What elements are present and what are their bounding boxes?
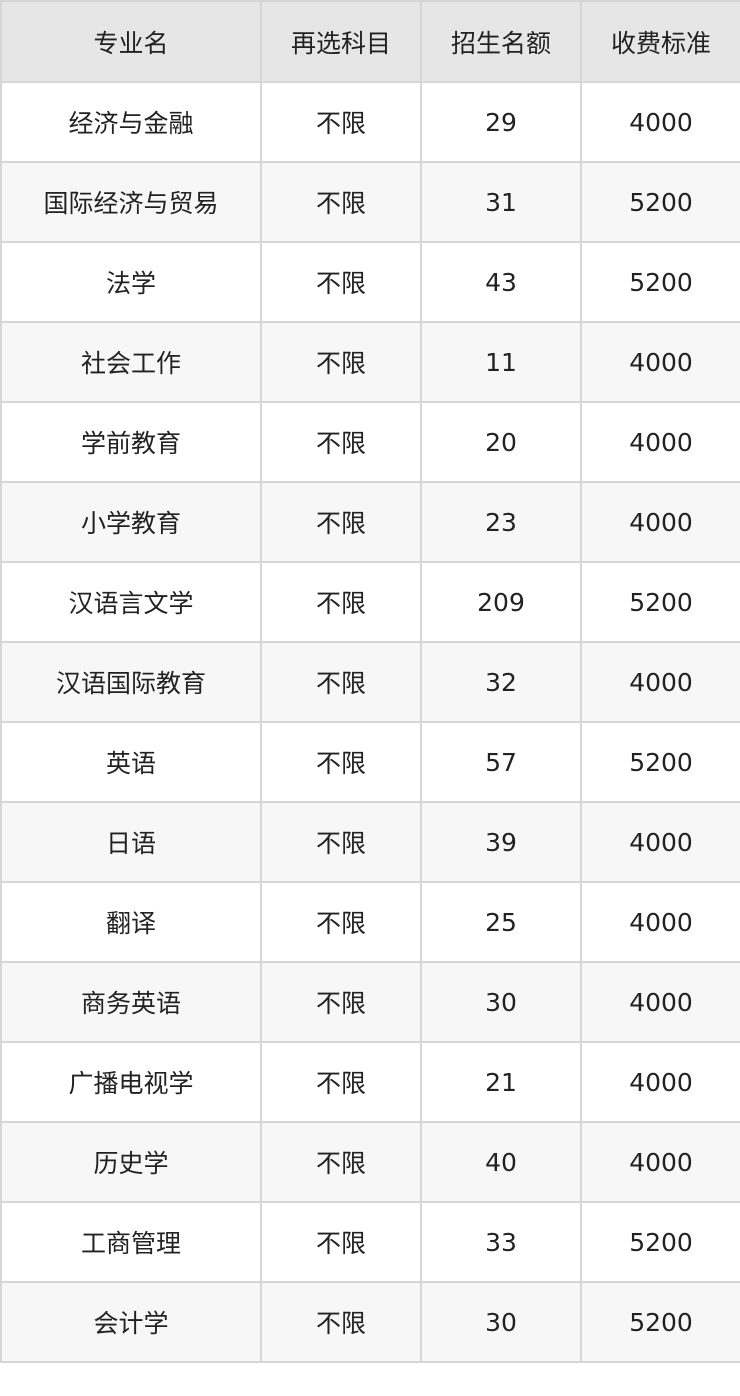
table-row: 工商管理 不限 33 5200 <box>0 1201 740 1283</box>
table-row: 日语 不限 39 4000 <box>0 801 740 883</box>
cell-major-name: 会计学 <box>0 1281 262 1363</box>
cell-elective-subject: 不限 <box>260 1041 422 1123</box>
cell-elective-subject: 不限 <box>260 401 422 483</box>
cell-tuition-fee: 4000 <box>580 1121 740 1203</box>
cell-tuition-fee: 4000 <box>580 401 740 483</box>
cell-elective-subject: 不限 <box>260 321 422 403</box>
cell-major-name: 国际经济与贸易 <box>0 161 262 243</box>
cell-major-name: 历史学 <box>0 1121 262 1203</box>
column-header-major-name: 专业名 <box>0 0 262 83</box>
majors-table: 专业名 再选科目 招生名额 收费标准 经济与金融 不限 29 4000 国际经济与贸易 不限 31… <box>0 0 740 1363</box>
header-row: 专业名 再选科目 招生名额 收费标准 <box>0 0 740 83</box>
cell-major-name: 汉语言文学 <box>0 561 262 643</box>
table-row: 小学教育 不限 23 4000 <box>0 481 740 563</box>
cell-tuition-fee: 5200 <box>580 561 740 643</box>
cell-tuition-fee: 4000 <box>580 321 740 403</box>
cell-tuition-fee: 5200 <box>580 1281 740 1363</box>
cell-major-name: 商务英语 <box>0 961 262 1043</box>
cell-major-name: 学前教育 <box>0 401 262 483</box>
table-row: 国际经济与贸易 不限 31 5200 <box>0 161 740 243</box>
cell-major-name: 英语 <box>0 721 262 803</box>
cell-major-name: 工商管理 <box>0 1201 262 1283</box>
cell-tuition-fee: 5200 <box>580 721 740 803</box>
cell-major-name: 日语 <box>0 801 262 883</box>
cell-enrollment-quota: 40 <box>420 1121 582 1203</box>
cell-enrollment-quota: 23 <box>420 481 582 563</box>
cell-elective-subject: 不限 <box>260 721 422 803</box>
table-row: 经济与金融 不限 29 4000 <box>0 81 740 163</box>
table-row: 汉语言文学 不限 209 5200 <box>0 561 740 643</box>
cell-elective-subject: 不限 <box>260 241 422 323</box>
cell-major-name: 翻译 <box>0 881 262 963</box>
cell-enrollment-quota: 11 <box>420 321 582 403</box>
cell-enrollment-quota: 30 <box>420 1281 582 1363</box>
cell-elective-subject: 不限 <box>260 881 422 963</box>
cell-enrollment-quota: 30 <box>420 961 582 1043</box>
cell-elective-subject: 不限 <box>260 1201 422 1283</box>
cell-major-name: 小学教育 <box>0 481 262 563</box>
cell-enrollment-quota: 209 <box>420 561 582 643</box>
cell-enrollment-quota: 29 <box>420 81 582 163</box>
cell-tuition-fee: 5200 <box>580 1201 740 1283</box>
table-row: 社会工作 不限 11 4000 <box>0 321 740 403</box>
cell-elective-subject: 不限 <box>260 801 422 883</box>
cell-tuition-fee: 4000 <box>580 881 740 963</box>
cell-elective-subject: 不限 <box>260 641 422 723</box>
cell-elective-subject: 不限 <box>260 81 422 163</box>
cell-tuition-fee: 4000 <box>580 961 740 1043</box>
cell-enrollment-quota: 20 <box>420 401 582 483</box>
cell-major-name: 汉语国际教育 <box>0 641 262 723</box>
cell-enrollment-quota: 43 <box>420 241 582 323</box>
cell-tuition-fee: 4000 <box>580 801 740 883</box>
table-row: 学前教育 不限 20 4000 <box>0 401 740 483</box>
cell-tuition-fee: 4000 <box>580 81 740 163</box>
table-row: 广播电视学 不限 21 4000 <box>0 1041 740 1123</box>
cell-elective-subject: 不限 <box>260 561 422 643</box>
table-row: 英语 不限 57 5200 <box>0 721 740 803</box>
table-row: 汉语国际教育 不限 32 4000 <box>0 641 740 723</box>
cell-elective-subject: 不限 <box>260 1281 422 1363</box>
column-header-elective-subject: 再选科目 <box>260 0 422 83</box>
cell-elective-subject: 不限 <box>260 961 422 1043</box>
table-row: 历史学 不限 40 4000 <box>0 1121 740 1203</box>
cell-elective-subject: 不限 <box>260 481 422 563</box>
cell-major-name: 经济与金融 <box>0 81 262 163</box>
cell-tuition-fee: 4000 <box>580 641 740 723</box>
cell-major-name: 法学 <box>0 241 262 323</box>
cell-enrollment-quota: 31 <box>420 161 582 243</box>
table-row: 法学 不限 43 5200 <box>0 241 740 323</box>
cell-elective-subject: 不限 <box>260 1121 422 1203</box>
cell-tuition-fee: 5200 <box>580 161 740 243</box>
column-header-tuition-fee: 收费标准 <box>580 0 740 83</box>
cell-tuition-fee: 5200 <box>580 241 740 323</box>
cell-tuition-fee: 4000 <box>580 481 740 563</box>
cell-enrollment-quota: 21 <box>420 1041 582 1123</box>
cell-enrollment-quota: 39 <box>420 801 582 883</box>
table-row: 商务英语 不限 30 4000 <box>0 961 740 1043</box>
cell-major-name: 社会工作 <box>0 321 262 403</box>
table-row: 翻译 不限 25 4000 <box>0 881 740 963</box>
column-header-enrollment-quota: 招生名额 <box>420 0 582 83</box>
cell-enrollment-quota: 25 <box>420 881 582 963</box>
cell-major-name: 广播电视学 <box>0 1041 262 1123</box>
cell-elective-subject: 不限 <box>260 161 422 243</box>
cell-enrollment-quota: 32 <box>420 641 582 723</box>
cell-tuition-fee: 4000 <box>580 1041 740 1123</box>
cell-enrollment-quota: 57 <box>420 721 582 803</box>
table-row: 会计学 不限 30 5200 <box>0 1281 740 1363</box>
cell-enrollment-quota: 33 <box>420 1201 582 1283</box>
